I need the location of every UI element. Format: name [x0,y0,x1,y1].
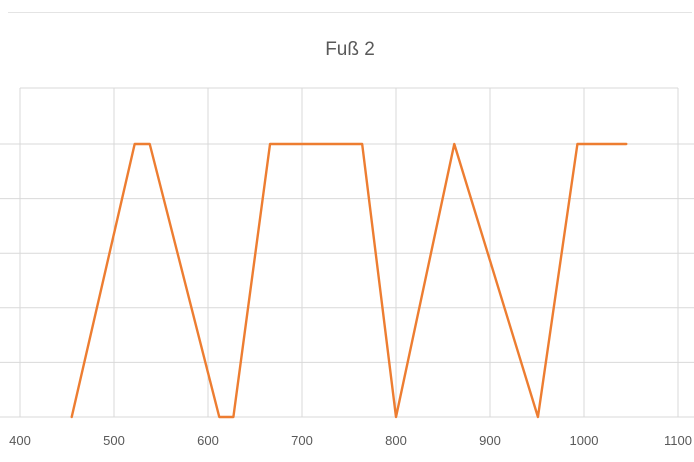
series-layer [70,142,628,419]
x-axis-tick-labels: 400 500 600 700 800 900 1000 1100 [9,433,692,448]
grid [0,87,694,418]
x-tick-label: 400 [9,433,31,448]
x-tick-label: 800 [385,433,407,448]
top-divider [8,12,692,13]
chart-title: Fuß 2 [325,39,375,60]
x-tick-label: 600 [197,433,219,448]
x-tick-label: 700 [291,433,313,448]
series-line [70,142,628,419]
x-tick-label: 1100 [664,433,692,448]
x-tick-label: 900 [479,433,501,448]
x-tick-label: 1000 [570,433,599,448]
x-tick-label: 500 [103,433,125,448]
